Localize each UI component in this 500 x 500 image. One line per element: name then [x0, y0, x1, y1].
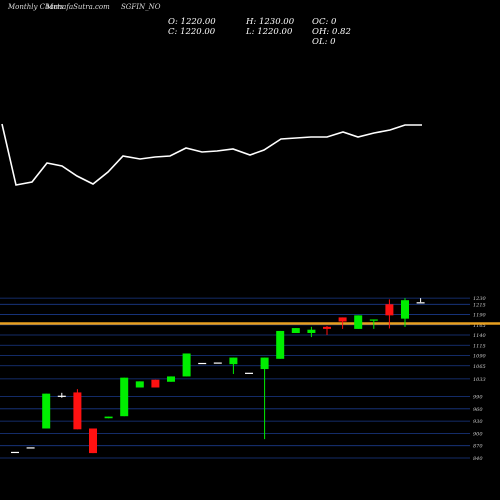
low-value: L: 1220.00 — [246, 27, 293, 37]
symbol-label: SGFIN_NO — [121, 3, 161, 11]
y-tick-label: 900 — [473, 431, 483, 437]
y-tick-label: 840 — [473, 456, 483, 462]
candle-body — [57, 395, 66, 397]
candle-body — [291, 328, 300, 333]
candle-body — [369, 319, 378, 321]
candle-body — [198, 362, 207, 365]
candle-body — [104, 416, 113, 419]
candle-body — [213, 362, 222, 364]
y-tick-label: 1033 — [473, 377, 486, 383]
candle-body — [135, 381, 144, 388]
candle-body — [307, 329, 316, 333]
high-value: H: 1230.00 — [246, 17, 295, 27]
y-tick-label: 990 — [473, 395, 483, 401]
candle-body — [229, 357, 238, 365]
candle-body — [73, 392, 82, 430]
candle-body — [26, 447, 35, 449]
y-tick-label: 1190 — [473, 313, 487, 319]
y-tick-label: 1165 — [473, 323, 486, 329]
candle-body — [167, 376, 175, 382]
y-tick-label: 930 — [473, 419, 483, 425]
y-tick-label: 1065 — [473, 364, 486, 370]
candle-body — [260, 357, 269, 370]
price-line — [1, 123, 422, 186]
candle-body — [338, 317, 347, 322]
y-tick-label: 1090 — [473, 354, 487, 360]
oh-value: OH: 0.82 — [312, 27, 351, 37]
candle-body — [89, 428, 97, 454]
y-tick-label: 960 — [473, 407, 483, 413]
y-tick-label: 1215 — [473, 302, 486, 308]
ol-value: OL: 0 — [312, 37, 336, 47]
y-tick-label: 1115 — [473, 343, 486, 349]
candle-body — [182, 353, 191, 377]
candle-body — [11, 451, 19, 454]
candle-body — [385, 304, 394, 316]
y-tick-label: 870 — [473, 444, 483, 450]
candle-body — [416, 302, 425, 304]
candle-body — [401, 300, 409, 319]
candle-body — [120, 377, 129, 417]
candle-body — [42, 393, 51, 429]
close-value: C: 1220.00 — [168, 27, 216, 37]
chart-title: Monthly Charts — [8, 3, 64, 11]
candle-body — [276, 330, 285, 359]
candle-body — [245, 372, 253, 374]
open-value: O: 1220.00 — [168, 17, 216, 27]
source-label: MunafaSutra.com — [46, 3, 110, 11]
y-tick-label: 1230 — [473, 296, 487, 302]
candle-body — [151, 379, 160, 388]
candle-body — [354, 315, 363, 329]
oc-value: OC: 0 — [312, 17, 337, 27]
candle-body — [323, 326, 331, 329]
y-tick-label: 1140 — [473, 333, 487, 339]
